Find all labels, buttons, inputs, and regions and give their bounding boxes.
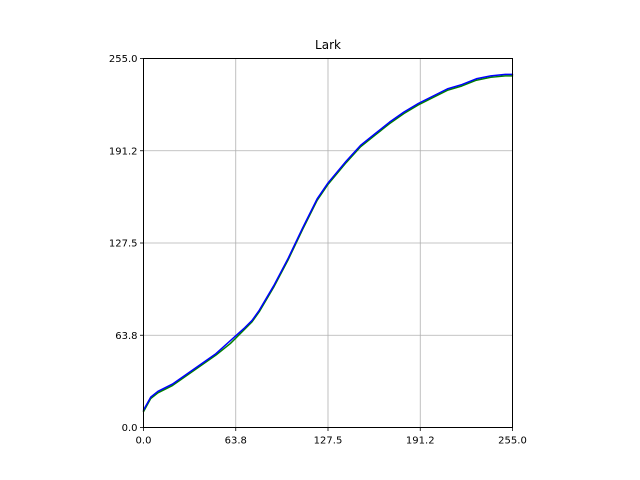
y-tick-label: 63.8	[115, 331, 137, 342]
y-tick-label: 191.2	[109, 146, 138, 157]
x-tick-label: 191.2	[406, 436, 435, 447]
x-tick-label: 127.5	[314, 436, 343, 447]
chart-title: Lark	[315, 38, 341, 52]
y-tick-label: 127.5	[109, 239, 138, 250]
y-tick-label: 255.0	[109, 54, 138, 65]
series-line-2	[142, 73, 514, 411]
y-tick-label: 0.0	[122, 423, 138, 434]
x-tick-label: 0.0	[136, 436, 152, 447]
series-group	[142, 73, 514, 413]
ticks: 0.0 63.8 127.5 191.2 255.0 0.0 63.8 127.5 191.2 2…	[109, 54, 527, 447]
x-tick-label: 63.8	[225, 436, 247, 447]
x-tick-label: 255.0	[498, 436, 527, 447]
